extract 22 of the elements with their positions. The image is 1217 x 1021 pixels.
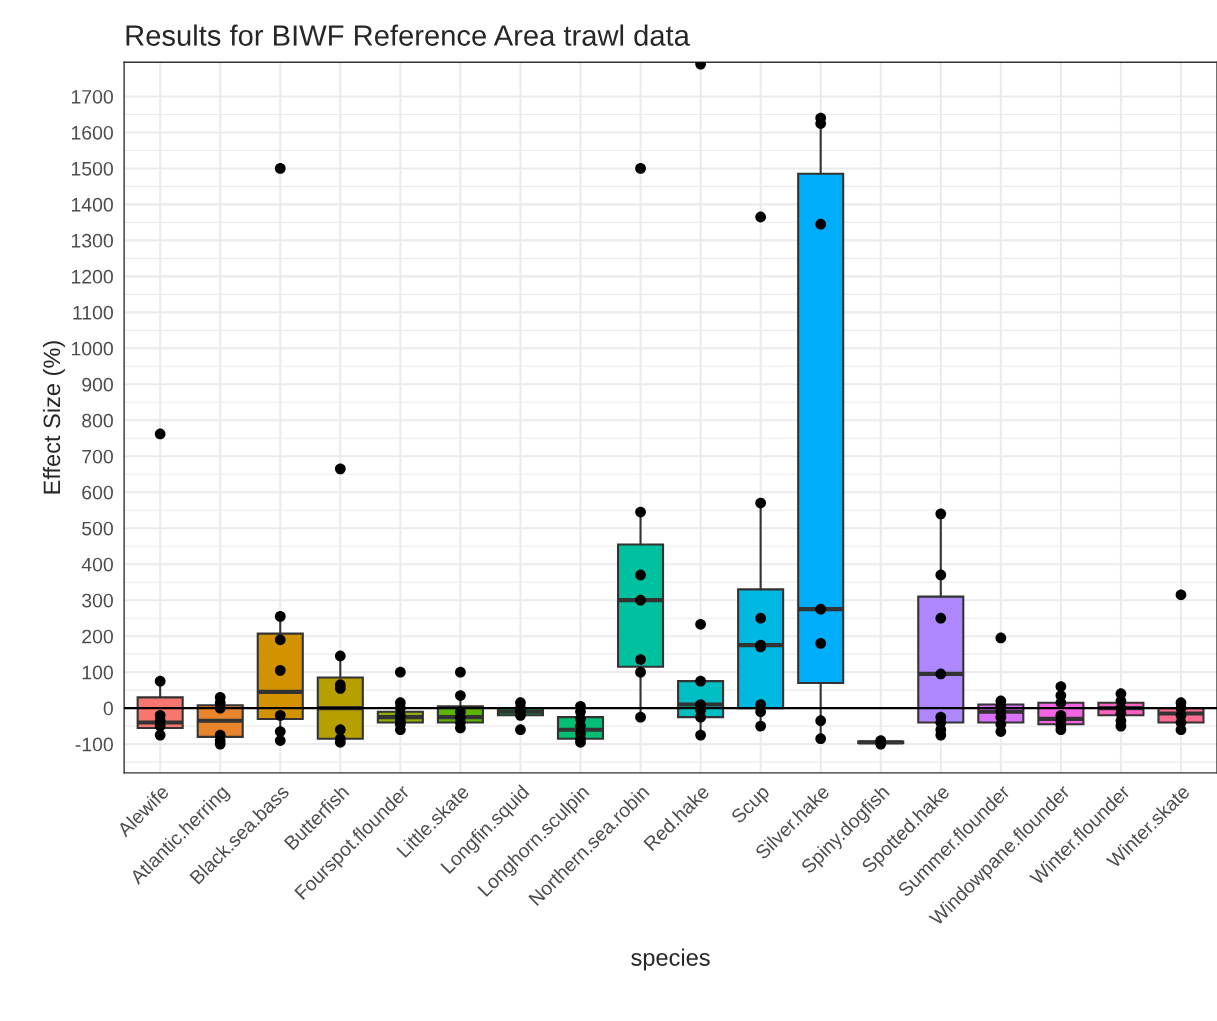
y-tick-label: 900 — [82, 377, 113, 392]
y-tick-label: 1100 — [73, 305, 113, 320]
x-axis-title: species — [631, 948, 710, 971]
y-tick-label: 1200 — [71, 269, 113, 284]
y-tick-label: 0 — [103, 701, 113, 716]
y-tick-label: 1300 — [71, 233, 113, 248]
y-tick-label: 1700 — [71, 89, 113, 104]
y-tick-label: 600 — [82, 485, 113, 500]
y-tick-label: 500 — [82, 521, 113, 536]
y-tick-label: 1400 — [71, 197, 113, 212]
y-axis-title: Effect Size (%) — [42, 341, 65, 494]
y-tick-label: 1600 — [71, 125, 113, 140]
y-tick-label: 200 — [82, 629, 113, 644]
y-tick-label: 400 — [81, 557, 113, 572]
y-tick-label: -100 — [75, 737, 113, 752]
y-tick-label: 300 — [82, 593, 113, 608]
y-tick-label: 700 — [82, 449, 113, 464]
y-tick-label: 1000 — [71, 341, 113, 356]
y-tick-label: 800 — [82, 413, 113, 428]
y-tick-label: 100 — [82, 665, 113, 680]
y-tick-label: 1500 — [71, 161, 113, 176]
chart-title: Results for BIWF Reference Area trawl data — [126, 24, 690, 46]
